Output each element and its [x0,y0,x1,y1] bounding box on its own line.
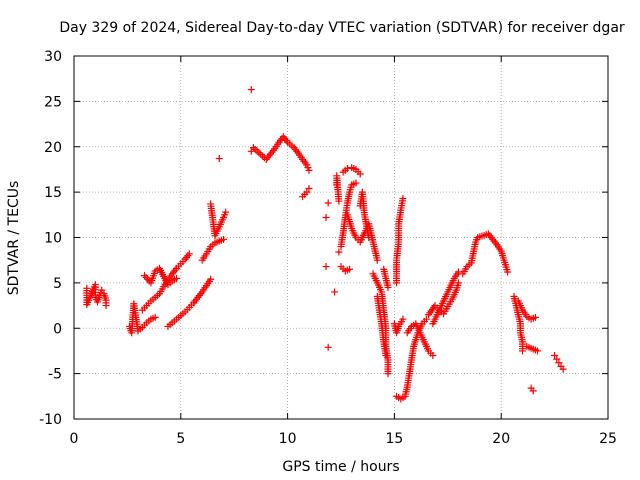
data-point [346,265,354,273]
data-point [324,343,332,351]
plot-frame [73,55,609,420]
data-point [553,355,561,363]
data-point [454,279,462,287]
series-outlier-1 [215,86,255,163]
series-arc-2b [138,250,193,314]
series-arc-3c [207,200,230,240]
x-axis-label: GPS time / hours [282,459,399,475]
series-arc-early [83,281,110,310]
y-tick-label: 5 [53,276,62,292]
series-arc-9 [459,230,512,278]
data-point [531,313,539,321]
y-tick-label: 15 [44,185,62,201]
data-point [173,274,181,282]
data-point [384,283,392,291]
series-arc-6c [380,265,392,291]
y-tick-label: 25 [44,94,62,110]
data-point [343,165,351,173]
data-point [352,179,360,187]
series-arc-10c [523,342,542,355]
x-tick-label: 0 [70,431,79,447]
series-arc-11 [527,351,567,395]
data-point [322,214,330,222]
data-point [399,194,407,202]
y-tick-label: 30 [44,49,62,65]
y-tick-label: -10 [39,412,62,428]
series-arc-3b [198,235,228,264]
series-arc-7 [393,194,407,287]
x-tick-label: 25 [599,431,617,447]
series-arc-2a [126,300,159,337]
x-tick-label: 15 [385,431,403,447]
data-point [98,286,106,294]
data-point [247,86,255,94]
data-point [384,370,392,378]
series-arc-8c [429,268,462,328]
data-point [185,250,193,258]
series-arc-8d [425,279,462,319]
data-point [215,155,223,163]
data-point [207,275,215,283]
series-arc-10b [514,297,539,323]
data-point [429,351,437,359]
series-arc-4b [299,184,313,201]
y-axis-label: SDTVAR / TECUs [6,181,22,296]
data-point [303,188,311,196]
data-point [322,263,330,271]
data-point [324,199,332,207]
data-point [454,268,462,276]
data-point [504,268,512,276]
data-point [559,365,567,373]
x-tick-label: 10 [279,431,297,447]
data-point [529,387,537,395]
data-points [83,86,567,403]
y-tick-label: 10 [44,231,62,247]
data-point [102,302,110,310]
data-point [335,248,343,256]
data-point [365,234,373,241]
data-point [551,351,559,359]
data-point [519,347,527,355]
data-point [399,315,407,323]
series-arc-5d [337,188,373,275]
data-point [534,347,542,355]
y-tick-label: 20 [44,140,62,156]
series-arc-4 [247,133,313,174]
data-point [222,208,230,216]
data-point [305,166,313,174]
data-point [555,359,563,367]
data-point [151,313,159,321]
series-arc-7b [390,315,407,337]
tick-labels: 0 5 10 15 20 25 -10 -5 0 5 10 15 20 25 30 [39,49,617,447]
series-arc-8b [403,320,437,359]
data-point [356,170,364,178]
y-tick-label: 0 [53,321,62,337]
data-point [422,315,430,323]
data-point [382,351,390,359]
data-point [335,197,343,205]
data-point [220,235,228,243]
series-outlier-2 [322,172,343,351]
series-arc-5 [339,164,364,178]
chart-title: Day 329 of 2024, Sidereal Day-to-day VTE… [59,20,625,36]
data-point [331,288,339,296]
series-arc-2c [140,264,181,289]
series-arc-3 [164,275,215,330]
x-tick-label: 20 [492,431,510,447]
data-point [305,184,313,192]
series-arc-6b [373,292,390,359]
x-tick-label: 5 [176,431,185,447]
y-tick-label: -5 [48,367,62,383]
data-point [373,256,381,264]
